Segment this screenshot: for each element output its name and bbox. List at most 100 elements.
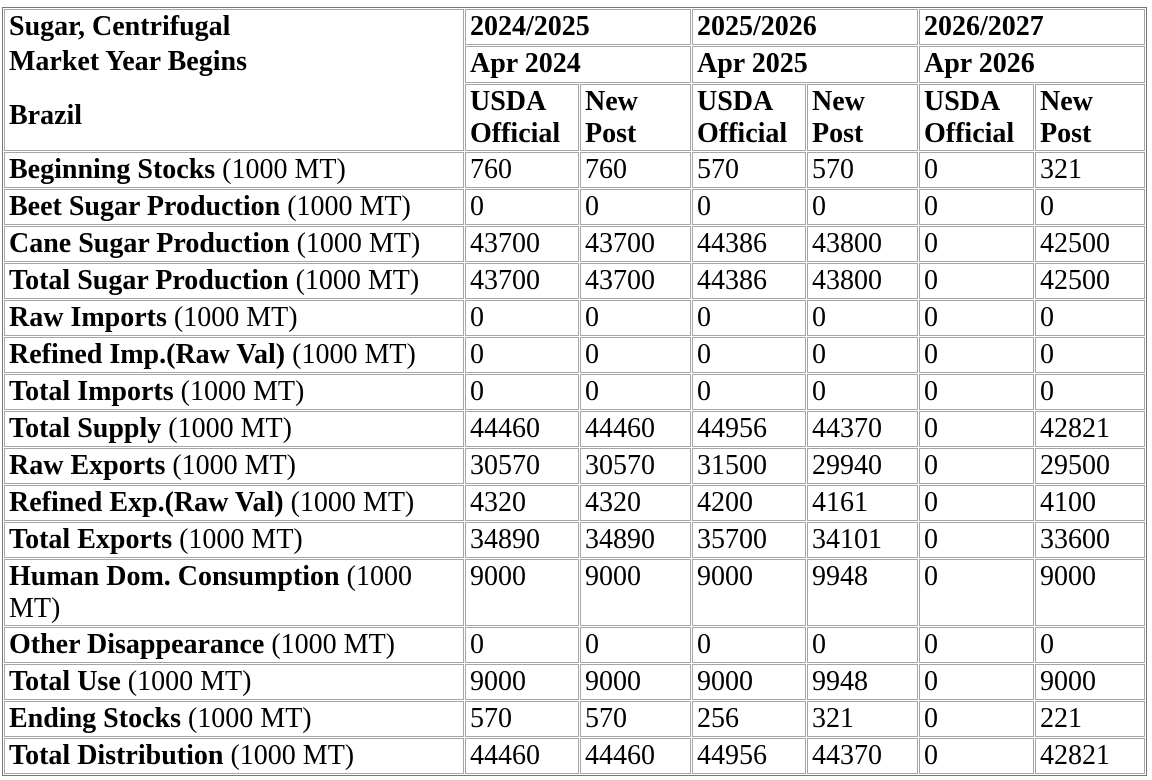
attribute-unit: (1000 MT)	[120, 666, 252, 697]
value-cell: 0	[919, 226, 1034, 262]
row-label-cell: Total Use (1000 MT)	[4, 664, 464, 700]
row-label-cell: Raw Exports (1000 MT)	[4, 448, 464, 484]
value-cell: 4100	[1035, 485, 1145, 521]
table-row: Beginning Stocks (1000 MT) 760 760 570 570 0 3…	[4, 152, 1145, 188]
attribute-unit: (1000 MT)	[223, 740, 355, 771]
row-label-cell: Cane Sugar Production (1000 MT)	[4, 226, 464, 262]
table-row: Ending Stocks (1000 MT) 570 570 256 321 0 221	[4, 701, 1145, 737]
value-cell: 9000	[580, 664, 691, 700]
row-label-cell: Refined Imp.(Raw Val) (1000 MT)	[4, 337, 464, 373]
attribute-name: Total Supply	[9, 413, 162, 444]
value-cell: 44460	[465, 411, 579, 447]
value-cell: 43800	[807, 263, 918, 299]
value-cell: 0	[465, 300, 579, 336]
value-cell: 9948	[807, 664, 918, 700]
attribute-name: Total Distribution	[9, 740, 224, 771]
source-header-row: USDA Official New Post USDA Official New…	[4, 84, 1145, 151]
value-cell: 0	[919, 448, 1034, 484]
row-label-cell: Beet Sugar Production (1000 MT)	[4, 189, 464, 225]
value-cell: 0	[919, 374, 1034, 410]
value-cell: 221	[1035, 701, 1145, 737]
row-label-cell: Total Exports (1000 MT)	[4, 522, 464, 558]
row-label-cell: Refined Exp.(Raw Val) (1000 MT)	[4, 485, 464, 521]
value-cell: 321	[1035, 152, 1145, 188]
value-cell: 42500	[1035, 226, 1145, 262]
value-cell: 0	[465, 627, 579, 663]
value-cell: 35700	[692, 522, 806, 558]
attribute-unit: (1000 MT)	[180, 703, 312, 734]
new-post-column-header: New Post	[1035, 84, 1145, 151]
attribute-name: Refined Imp.(Raw Val)	[9, 339, 286, 370]
attribute-unit: (1000 MT)	[172, 524, 303, 555]
usda-official-column-header: USDA Official	[465, 84, 579, 151]
attribute-unit: (1000 MT)	[285, 339, 416, 370]
value-cell: 29940	[807, 448, 918, 484]
value-cell: 43800	[807, 226, 918, 262]
table-row: Human Dom. Consumption (1000 MT) 9000 9000…	[4, 559, 1145, 626]
value-cell: 0	[1035, 627, 1145, 663]
value-cell: 0	[580, 374, 691, 410]
table-row: Total Use (1000 MT) 9000 9000 9000 9948 0 9000	[4, 664, 1145, 700]
value-cell: 42821	[1035, 738, 1145, 774]
year-group-header: 2024/2025	[465, 9, 691, 45]
market-year-begins-label: Market Year Begins	[9, 46, 247, 77]
value-cell: 0	[1035, 300, 1145, 336]
table-row: Refined Imp.(Raw Val) (1000 MT) 0 0 0 0 0 0	[4, 337, 1145, 373]
value-cell: 44460	[580, 738, 691, 774]
corner-cell: Sugar, Centrifugal Market Year Begins Br…	[4, 9, 464, 151]
table-row: Total Sugar Production (1000 MT) 43700 437…	[4, 263, 1145, 299]
value-cell: 256	[692, 701, 806, 737]
row-label-cell: Total Sugar Production (1000 MT)	[4, 263, 464, 299]
value-cell: 34101	[807, 522, 918, 558]
value-cell: 4200	[692, 485, 806, 521]
value-cell: 0	[580, 189, 691, 225]
attribute-name: Raw Imports	[9, 302, 167, 333]
value-cell: 34890	[580, 522, 691, 558]
value-cell: 31500	[692, 448, 806, 484]
attribute-name: Human Dom. Consumption	[9, 561, 340, 592]
value-cell: 43700	[465, 263, 579, 299]
value-cell: 44956	[692, 411, 806, 447]
attribute-unit: (1000 MT)	[161, 413, 292, 444]
attribute-name: Total Exports	[9, 524, 173, 555]
value-cell: 0	[580, 337, 691, 373]
value-cell: 0	[692, 189, 806, 225]
table-row: Total Supply (1000 MT) 44460 44460 44956 443…	[4, 411, 1145, 447]
attribute-unit: (1000 MT)	[283, 487, 415, 518]
value-cell: 44460	[465, 738, 579, 774]
value-cell: 0	[919, 152, 1034, 188]
attribute-name: Raw Exports	[9, 450, 166, 481]
value-cell: 0	[919, 738, 1034, 774]
table-row: Cane Sugar Production (1000 MT) 43700 4370…	[4, 226, 1145, 262]
value-cell: 0	[692, 374, 806, 410]
attribute-name: Refined Exp.(Raw Val)	[9, 487, 284, 518]
row-label-cell: Other Disappearance (1000 MT)	[4, 627, 464, 663]
value-cell: 0	[919, 411, 1034, 447]
value-cell: 44386	[692, 226, 806, 262]
market-year-begins-value: Apr 2025	[692, 46, 918, 83]
year-header-row: Sugar, Centrifugal Market Year Begins Br…	[4, 9, 1145, 151]
value-cell: 42821	[1035, 411, 1145, 447]
table-row: Raw Exports (1000 MT) 30570 30570 31500 2994…	[4, 448, 1145, 484]
country-name: Brazil	[9, 99, 83, 131]
value-cell: 0	[465, 337, 579, 373]
value-cell: 44370	[807, 738, 918, 774]
table-row: Total Exports (1000 MT) 34890 34890 35700 34…	[4, 522, 1145, 558]
value-cell: 44370	[807, 411, 918, 447]
row-label-cell: Total Supply (1000 MT)	[4, 411, 464, 447]
attribute-name: Other Disappearance	[9, 629, 265, 660]
row-label-cell: Total Imports (1000 MT)	[4, 374, 464, 410]
value-cell: 570	[580, 701, 691, 737]
market-year-begins-row: Apr 2024 Apr 2025 Apr 2026	[4, 46, 1145, 83]
value-cell: 30570	[580, 448, 691, 484]
value-cell: 0	[1035, 189, 1145, 225]
value-cell: 760	[580, 152, 691, 188]
value-cell: 0	[919, 701, 1034, 737]
value-cell: 42500	[1035, 263, 1145, 299]
attribute-name: Total Imports	[9, 376, 174, 407]
value-cell: 0	[919, 189, 1034, 225]
value-cell: 4320	[580, 485, 691, 521]
value-cell: 43700	[465, 226, 579, 262]
value-cell: 33600	[1035, 522, 1145, 558]
table-row: Raw Imports (1000 MT) 0 0 0 0 0 0	[4, 300, 1145, 336]
